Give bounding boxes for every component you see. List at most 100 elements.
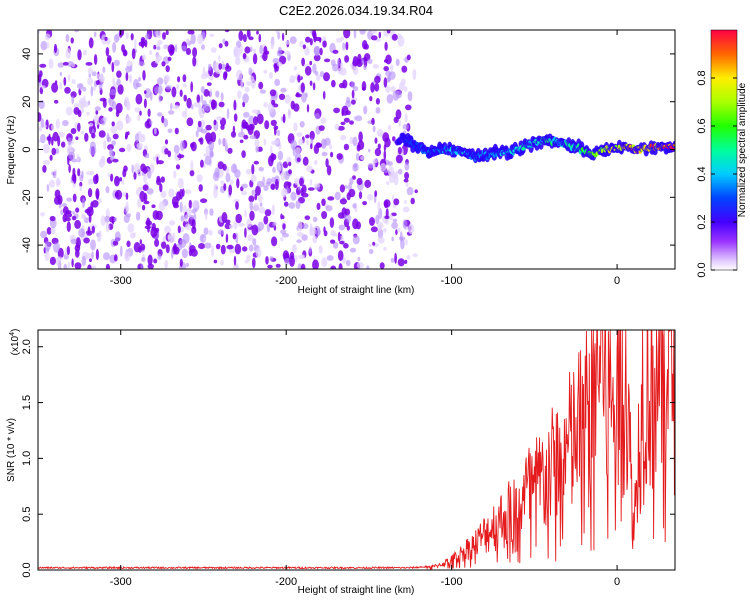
snr-x-tick-label: -200 bbox=[275, 576, 297, 588]
noise-speck bbox=[75, 136, 79, 140]
noise-speck bbox=[344, 55, 350, 63]
noise-speck bbox=[293, 103, 300, 112]
noise-speck bbox=[233, 46, 239, 57]
noise-speck bbox=[107, 172, 111, 178]
noise-speck bbox=[158, 94, 162, 103]
noise-speck bbox=[102, 116, 108, 122]
noise-speck bbox=[87, 188, 93, 198]
noise-speck bbox=[43, 159, 50, 165]
noise-speck bbox=[221, 138, 228, 146]
noise-speck bbox=[185, 38, 190, 44]
noise-speck bbox=[146, 168, 152, 179]
noise-speck bbox=[383, 199, 391, 208]
noise-speck bbox=[134, 38, 137, 48]
noise-speck bbox=[378, 132, 383, 137]
noise-speck bbox=[190, 141, 197, 152]
noise-speck bbox=[367, 163, 374, 169]
noise-speck bbox=[49, 215, 56, 222]
noise-speck bbox=[228, 184, 233, 196]
noise-speck bbox=[310, 143, 313, 150]
noise-speck bbox=[105, 47, 110, 57]
noise-speck bbox=[125, 100, 131, 111]
noise-speck bbox=[102, 98, 107, 108]
noise-speck bbox=[280, 87, 287, 93]
noise-speck bbox=[258, 33, 262, 43]
noise-speck bbox=[258, 194, 263, 203]
noise-speck bbox=[255, 145, 259, 153]
noise-speck bbox=[252, 238, 257, 246]
noise-speck bbox=[363, 105, 368, 115]
noise-speck bbox=[205, 132, 212, 142]
noise-speck bbox=[66, 221, 71, 233]
snr-y-tick-label: 2.0 bbox=[21, 339, 33, 354]
noise-speck bbox=[269, 89, 277, 97]
noise-speck bbox=[152, 210, 159, 220]
noise-speck bbox=[309, 226, 315, 237]
noise-speck bbox=[55, 118, 60, 129]
noise-speck bbox=[87, 77, 93, 86]
noise-speck bbox=[352, 203, 357, 209]
noise-speck bbox=[121, 179, 125, 185]
noise-speck bbox=[405, 182, 409, 188]
noise-speck bbox=[344, 208, 351, 216]
noise-speck bbox=[232, 232, 237, 240]
noise-speck bbox=[235, 201, 239, 210]
noise-speck bbox=[154, 127, 157, 135]
noise-speck bbox=[157, 39, 163, 45]
noise-speck bbox=[298, 185, 301, 191]
noise-speck bbox=[125, 66, 131, 73]
noise-speck bbox=[408, 223, 415, 235]
noise-speck bbox=[76, 153, 80, 162]
noise-speck bbox=[172, 104, 180, 110]
noise-speck bbox=[334, 191, 341, 201]
noise-speck bbox=[269, 256, 274, 262]
noise-speck bbox=[91, 265, 97, 269]
noise-speck bbox=[84, 217, 89, 224]
noise-speck bbox=[133, 171, 137, 180]
noise-speck bbox=[149, 120, 153, 125]
noise-speck bbox=[249, 210, 255, 221]
noise-speck bbox=[375, 98, 380, 105]
noise-speck bbox=[189, 245, 196, 253]
noise-speck bbox=[142, 167, 148, 174]
noise-speck bbox=[404, 161, 410, 171]
noise-speck bbox=[254, 193, 258, 201]
noise-speck bbox=[86, 111, 90, 116]
noise-speck bbox=[332, 49, 339, 54]
noise-speck bbox=[131, 164, 134, 174]
noise-speck bbox=[388, 213, 393, 221]
noise-speck bbox=[51, 82, 59, 93]
noise-speck bbox=[75, 207, 80, 213]
noise-speck bbox=[295, 147, 301, 154]
noise-speck bbox=[383, 228, 387, 233]
noise-speck bbox=[53, 242, 60, 253]
noise-speck bbox=[263, 69, 268, 74]
noise-speck bbox=[142, 70, 146, 81]
noise-speck bbox=[98, 158, 106, 168]
noise-speck bbox=[144, 88, 152, 99]
noise-speck bbox=[360, 155, 365, 161]
noise-speck bbox=[372, 241, 376, 246]
noise-speck bbox=[349, 247, 357, 253]
noise-speck bbox=[281, 32, 285, 42]
noise-speck bbox=[196, 94, 201, 103]
noise-speck bbox=[249, 200, 253, 211]
noise-speck bbox=[277, 150, 284, 161]
noise-speck bbox=[259, 202, 263, 207]
noise-speck bbox=[280, 237, 284, 242]
noise-speck bbox=[318, 125, 325, 131]
noise-speck bbox=[64, 86, 71, 94]
noise-speck bbox=[127, 223, 135, 233]
snr-y-scale-exponent: 4 bbox=[9, 332, 16, 336]
noise-speck bbox=[93, 54, 98, 65]
noise-speck bbox=[364, 179, 372, 188]
noise-speck bbox=[225, 233, 229, 243]
noise-speck bbox=[167, 128, 173, 134]
noise-speck bbox=[264, 50, 270, 55]
noise-speck bbox=[395, 90, 402, 99]
noise-speck bbox=[165, 85, 172, 90]
noise-speck bbox=[133, 78, 139, 90]
noise-speck bbox=[139, 239, 142, 245]
noise-speck bbox=[355, 152, 360, 161]
snr-frame bbox=[37, 329, 676, 571]
